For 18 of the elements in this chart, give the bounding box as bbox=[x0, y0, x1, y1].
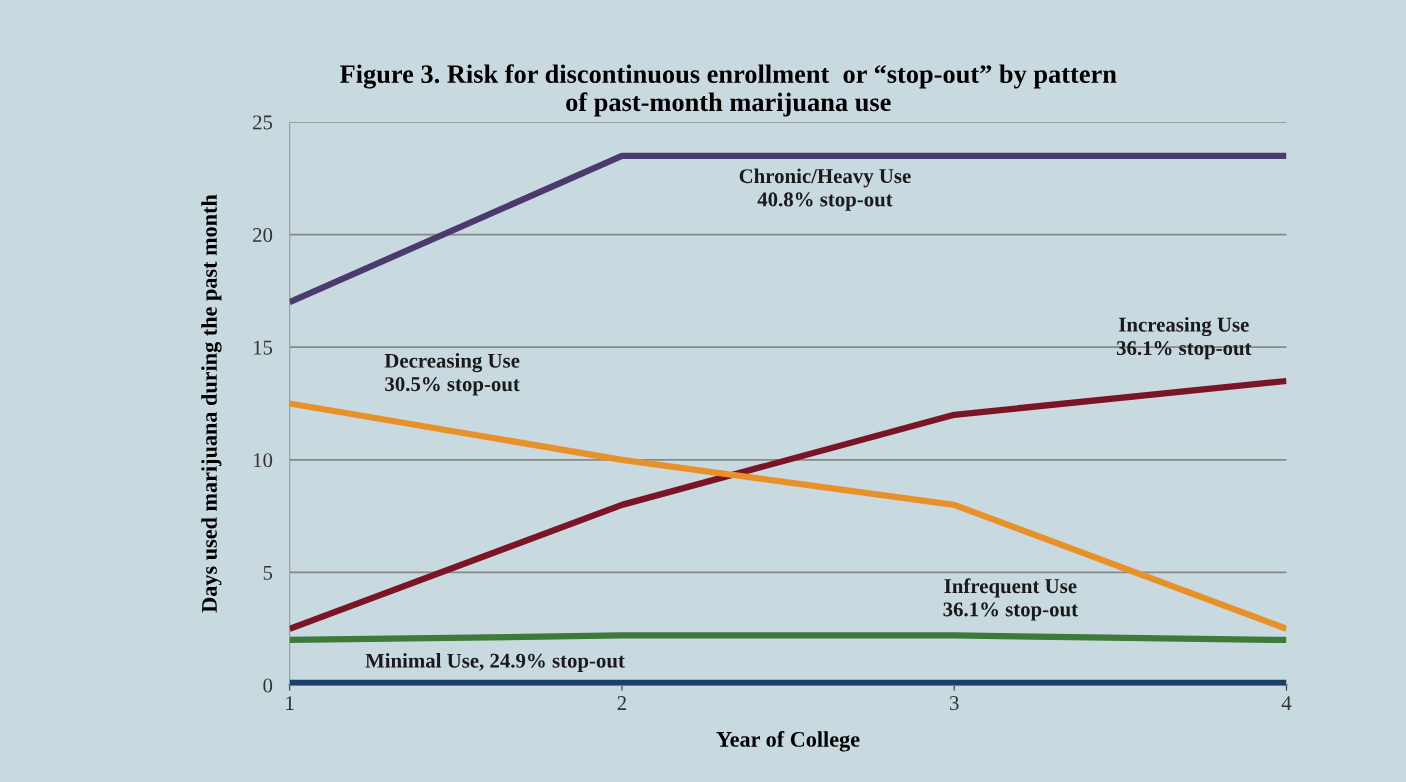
series-label: Increasing Use 36.1% stop-out bbox=[1116, 317, 1252, 360]
x-tick-label: 3 bbox=[949, 696, 959, 711]
x-tick-label: 4 bbox=[1281, 696, 1292, 710]
y-tick-label: 20 bbox=[253, 227, 273, 243]
x-tick-label: 2 bbox=[617, 696, 626, 710]
y-tick-label: 10 bbox=[253, 453, 273, 468]
series-label: Chronic/Heavy Use 40.8% stop-out bbox=[739, 168, 911, 211]
x-tick-label: 1 bbox=[286, 696, 294, 710]
chart-title: Figure 3. Risk for discontinuous enrollment or “stop-out” by pattern of past-month marijuana use bbox=[340, 64, 1117, 117]
x-axis-title: Year of College bbox=[716, 731, 860, 752]
y-axis-title: Days used marijuana during the past month bbox=[201, 194, 222, 613]
y-tick-label: 25 bbox=[253, 115, 273, 130]
series-label: Minimal Use, 24.9% stop-out bbox=[365, 653, 625, 672]
series-label: Infrequent Use 36.1% stop-out bbox=[943, 578, 1078, 621]
y-tick-label: 15 bbox=[253, 340, 273, 355]
y-tick-label: 5 bbox=[263, 566, 273, 580]
y-tick-label: 0 bbox=[263, 678, 273, 693]
series-label: Decreasing Use 30.5% stop-out bbox=[384, 353, 520, 396]
